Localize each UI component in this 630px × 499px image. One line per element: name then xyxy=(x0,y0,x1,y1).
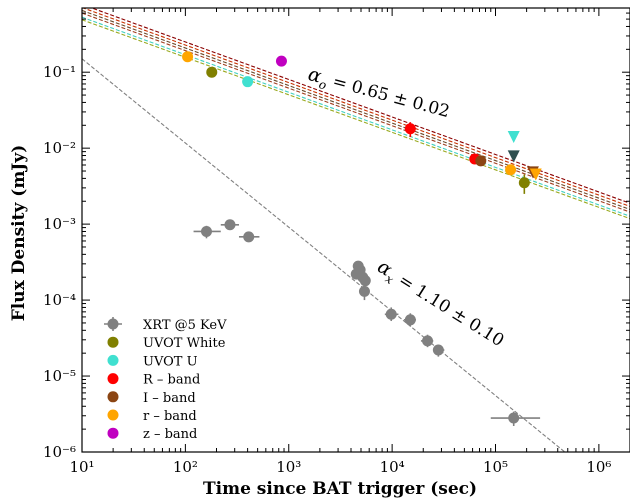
plot-frame xyxy=(81,7,630,453)
data-point xyxy=(508,412,520,424)
legend-label: I – band xyxy=(143,391,196,406)
legend-label: UVOT White xyxy=(143,336,226,351)
data-point xyxy=(359,275,371,287)
data-point xyxy=(224,219,236,231)
legend-marker xyxy=(107,391,119,403)
x-tick-label: 10¹ xyxy=(69,458,94,476)
fit-line-1 xyxy=(82,8,630,207)
data-points xyxy=(182,51,542,426)
x-tick-label: 10⁶ xyxy=(586,458,611,476)
y-tick-label: 10⁻² xyxy=(43,139,76,157)
fit-line-5 xyxy=(82,19,630,220)
y-tick-label: 10⁻⁴ xyxy=(43,291,76,309)
fit-line-4 xyxy=(82,16,630,217)
data-point xyxy=(242,76,254,88)
annotation-value: = 1.10 ± 0.10 xyxy=(390,268,507,352)
upper-limit-marker xyxy=(529,168,542,181)
y-tick-label: 10⁻³ xyxy=(43,215,76,233)
y-tick-label: 10⁻⁵ xyxy=(43,367,76,385)
legend-label: R – band xyxy=(143,373,200,388)
legend-marker xyxy=(107,409,119,421)
fit-line-3 xyxy=(82,12,630,213)
fit-line-2 xyxy=(82,9,630,210)
x-tick-label: 10² xyxy=(173,458,198,476)
data-point xyxy=(200,225,212,237)
annotations: αo = 0.65 ± 0.02 αx = 1.10 ± 0.10 xyxy=(305,63,509,353)
legend-marker xyxy=(107,373,119,385)
x-tick-label: 10⁵ xyxy=(483,458,508,476)
data-point xyxy=(475,155,487,167)
legend-marker xyxy=(107,427,119,439)
data-point xyxy=(422,335,434,347)
axes: 10¹ 10² 10³ 10⁴ 10⁵ 10⁶ 10⁻⁶ 10⁻⁵ 10⁻⁴ 10⁻³ 10⁻² 10… xyxy=(43,7,630,476)
upper-limit-marker xyxy=(507,150,520,163)
data-point xyxy=(432,344,444,356)
data-point xyxy=(505,164,517,176)
y-tick-label: 10⁻¹ xyxy=(43,63,76,81)
legend-marker xyxy=(107,354,119,366)
legend-marker xyxy=(107,336,119,348)
data-point xyxy=(206,66,218,78)
data-point xyxy=(404,123,416,135)
legend-label: r – band xyxy=(143,409,197,424)
data-point xyxy=(243,231,255,243)
data-point xyxy=(358,285,370,297)
annotation-subscript: o xyxy=(317,77,328,92)
upper-limit-marker xyxy=(507,131,520,144)
x-axis-label: Time since BAT trigger (sec) xyxy=(203,479,477,499)
fit-line-6 xyxy=(82,58,566,452)
legend-marker xyxy=(107,318,119,330)
annotation-1: αx = 1.10 ± 0.10 xyxy=(372,255,509,353)
y-tick-label: 10⁻⁶ xyxy=(43,443,76,461)
data-point xyxy=(182,51,194,63)
data-point xyxy=(275,55,287,67)
legend: XRT @5 KeV UVOT White UVOT U R – band I – ba… xyxy=(104,317,227,442)
annotation-0: αo = 0.65 ± 0.02 xyxy=(305,63,452,125)
y-axis-label: Flux Density (mJy) xyxy=(9,145,29,322)
data-point xyxy=(518,177,530,189)
data-point xyxy=(404,314,416,326)
fit-lines xyxy=(82,8,630,452)
x-tick-label: 10³ xyxy=(276,458,301,476)
annotation-symbol: α xyxy=(306,63,324,88)
legend-label: z – band xyxy=(143,427,197,442)
data-point xyxy=(385,308,397,320)
legend-label: XRT @5 KeV xyxy=(143,318,227,333)
x-tick-label: 10⁴ xyxy=(380,458,405,476)
legend-label: UVOT U xyxy=(143,354,198,369)
fit-line-0 xyxy=(90,8,630,204)
